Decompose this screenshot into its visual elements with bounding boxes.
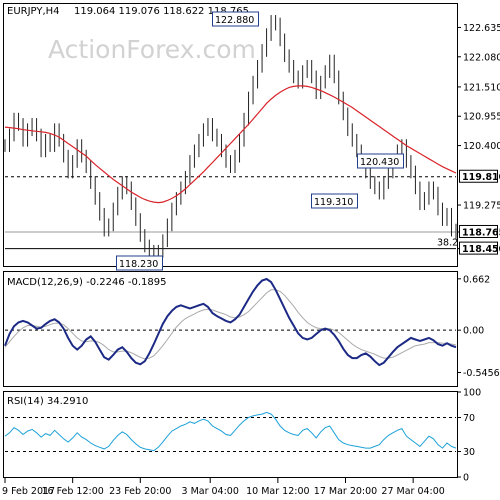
x-tick-label: 10 Mar 12:00	[246, 486, 309, 497]
macd-line	[4, 277, 457, 367]
rsi-tick-label: 70	[463, 413, 475, 424]
price-annotations: 122.880 120.430 119.310 118.230	[116, 11, 404, 271]
rsi-tick-label: 0	[463, 473, 469, 484]
rsi-series	[4, 411, 457, 452]
annotation-label: 122.880	[215, 15, 254, 26]
price-tick-label-boxed: 118.765	[462, 227, 500, 238]
x-tick-label: 16 Feb 12:00	[41, 486, 103, 497]
price-grid: 38.2	[5, 176, 458, 250]
price-tick-label: 121.510	[463, 82, 500, 93]
macd-tick-label: 0.662	[463, 274, 490, 285]
price-axis: 122.635 122.080 121.510 120.955 120.400 119.2…	[457, 23, 500, 255]
rsi-panel	[3, 391, 458, 478]
rsi-tick-label: 30	[463, 447, 475, 458]
watermark: ActionForex.com	[48, 35, 256, 64]
price-tick-label: 120.955	[463, 112, 500, 123]
annotation-box	[357, 153, 404, 169]
rsi-axis: 100 70 30 0	[457, 388, 481, 484]
x-tick-label: 3 Mar 04:00	[182, 486, 239, 497]
macd-series	[4, 277, 457, 367]
x-tick-label: 23 Feb 20:00	[109, 486, 171, 497]
price-box-frame	[459, 224, 498, 238]
macd-tick-label: 0.00	[463, 326, 484, 337]
annotation-box	[311, 193, 358, 209]
macd-tick-label: -0.5456	[463, 368, 500, 379]
price-tick-label: 122.635	[463, 23, 500, 34]
x-tick-label: 9 Feb 2017	[2, 486, 55, 497]
annotation-label: 118.230	[119, 259, 158, 270]
x-tick-label: 17 Mar 20:00	[314, 486, 377, 497]
annotation-box	[116, 255, 163, 271]
price-tick-label-boxed: 118.450	[462, 244, 500, 255]
chart-title: EURJPY,H4	[7, 6, 60, 17]
macd-signal-line	[4, 289, 457, 360]
macd-panel	[3, 271, 458, 387]
macd-axis: 0.662 0.00 -0.5456	[457, 274, 500, 379]
sma-line	[4, 85, 457, 204]
fib-label: 38.2	[437, 238, 458, 249]
price-tick-label: 122.080	[463, 52, 500, 63]
price-panel	[3, 3, 458, 267]
rsi-tick-label: 100	[463, 388, 481, 399]
rsi-line	[4, 411, 457, 452]
x-tick-label: 27 Mar 04:00	[381, 486, 444, 497]
chart-ohlc: 119.064 119.076 118.622 118.765	[74, 6, 249, 17]
price-box-frame	[459, 241, 498, 255]
macd-label: MACD(12,26,9) -0.2246 -0.1895	[7, 277, 167, 288]
rsi-label: RSI(14) 34.2910	[7, 396, 88, 407]
annotation-box	[212, 11, 259, 27]
price-tick-label: 120.400	[463, 141, 500, 152]
annotation-label: 119.310	[314, 197, 353, 208]
annotation-label: 120.430	[360, 157, 399, 168]
level-box-frame	[459, 169, 498, 183]
price-tick-label: 119.275	[463, 201, 500, 212]
level-label: 119.810	[462, 172, 500, 183]
